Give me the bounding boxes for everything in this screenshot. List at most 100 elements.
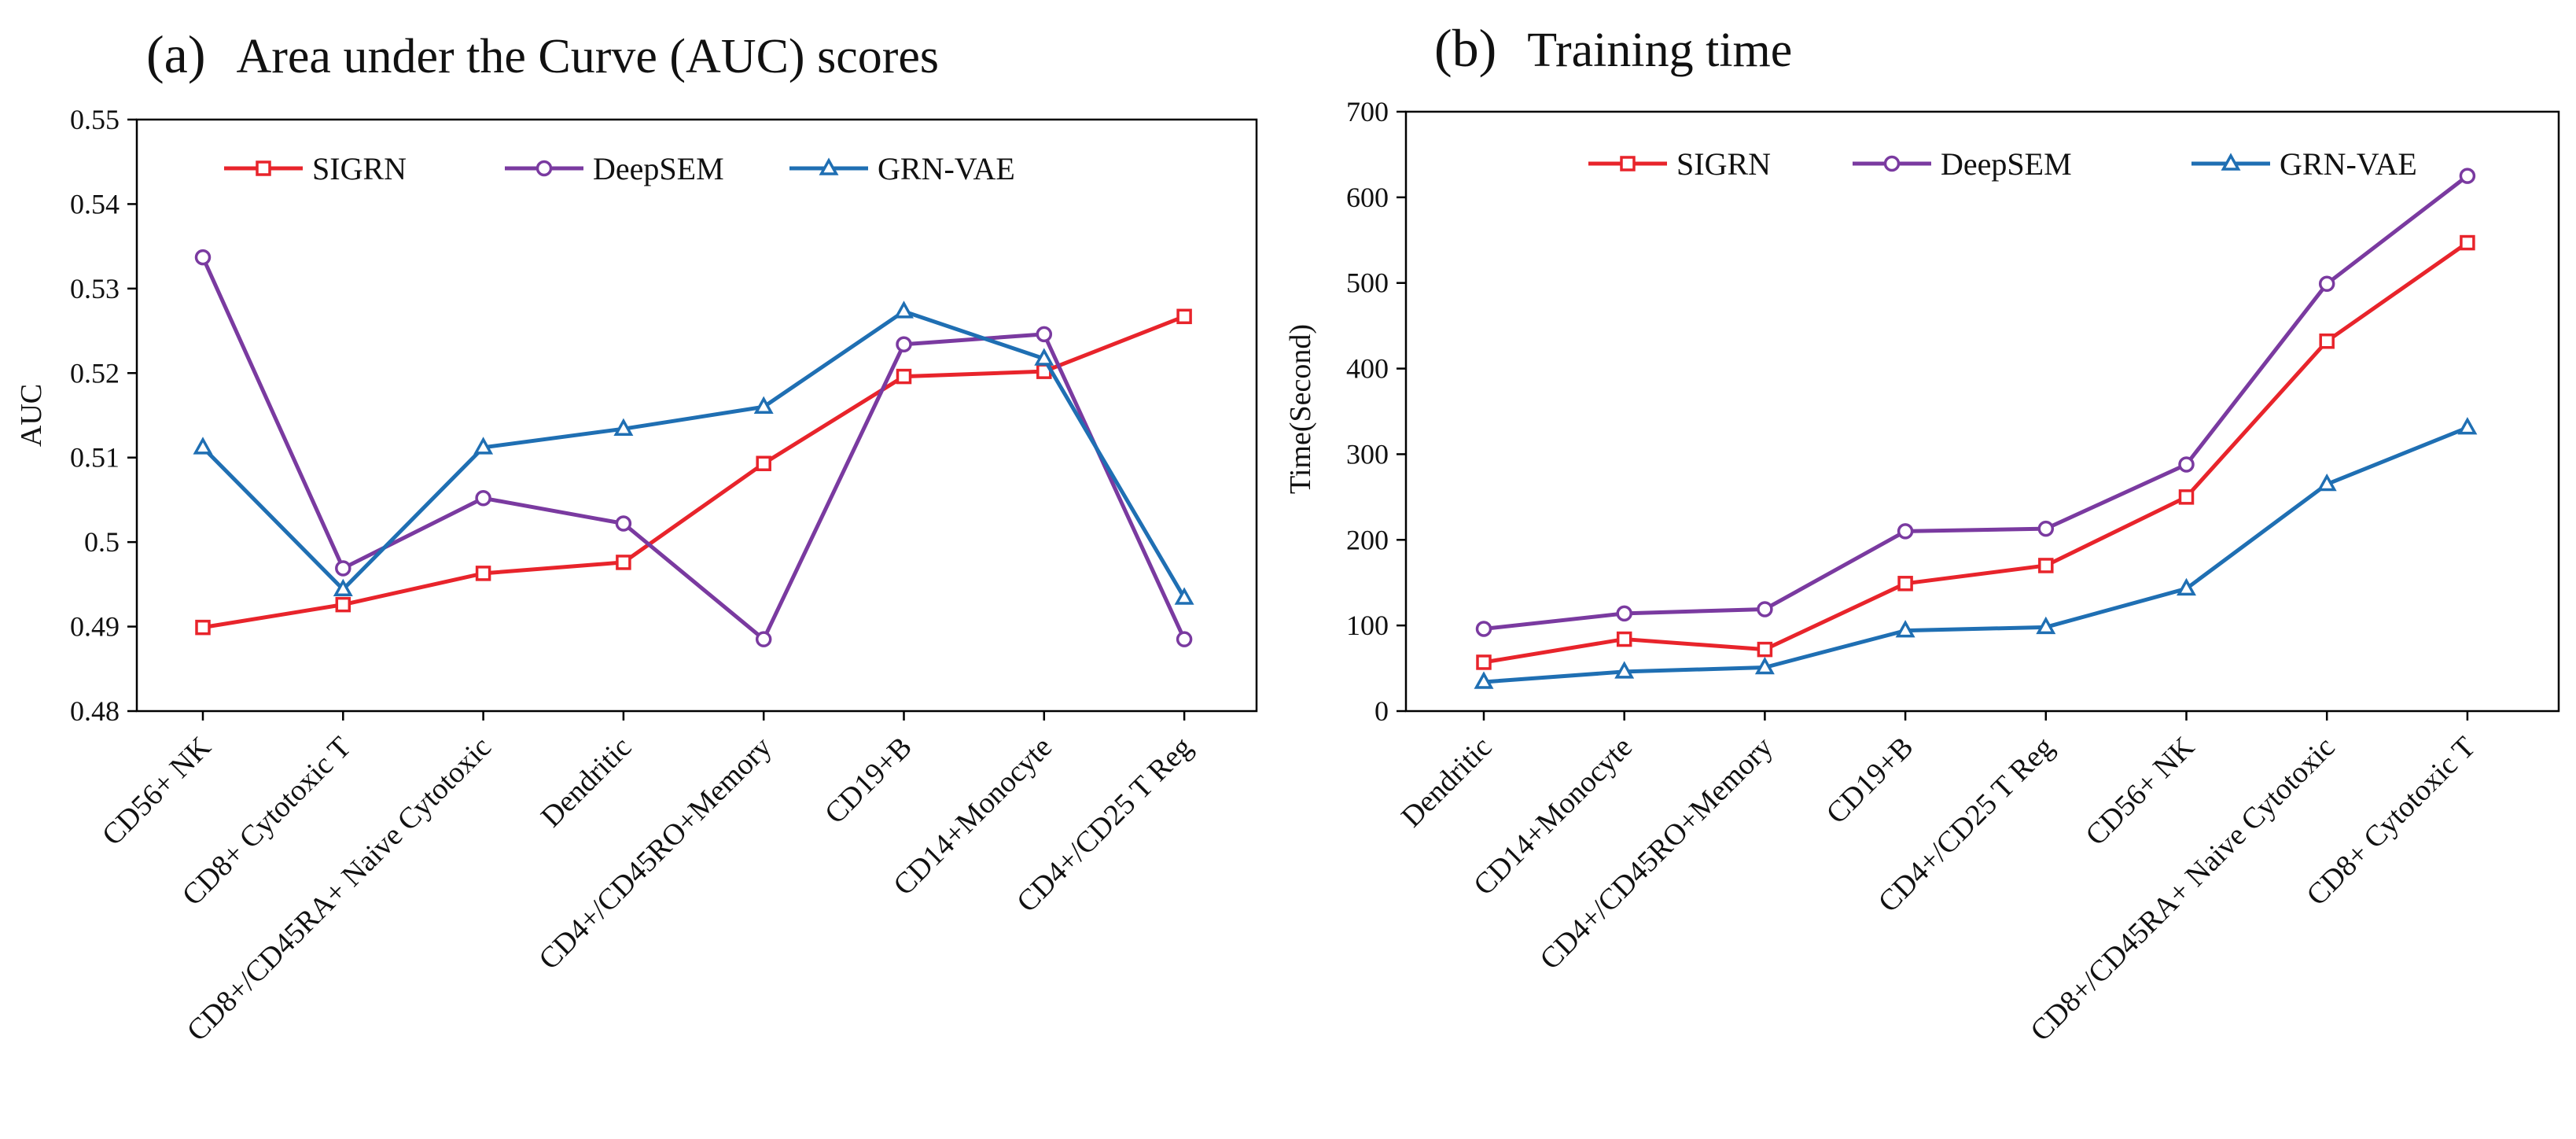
panel-b-point-deepsem-4: [2037, 520, 2055, 537]
panel-a-legend-marker-sigrn: [256, 160, 271, 176]
panel-a-series-grn-vae: [193, 300, 1194, 605]
panel-a-point-grn-vae-6: [1034, 348, 1054, 366]
panel-b-legend-marker-sigrn: [1620, 156, 1636, 171]
panel-b-legend-label-sigrn: SIGRN: [1676, 146, 1771, 182]
panel-b-y-tick-label: 0: [1374, 695, 1389, 727]
panel-b-series-deepsem: [1475, 168, 2476, 637]
panel-b-series-sigrn: [1476, 234, 2475, 670]
panel-b-x-tick-label-cd8-cd45ra-naive-cytotoxic: CD8+/CD45RA+ Naive Cytotoxic: [2024, 731, 2341, 1048]
panel-b-legend-item-sigrn: SIGRN: [1588, 146, 1771, 182]
panel-a-plot-frame: [135, 118, 1258, 713]
panel-a-title-text: Area under the Curve (AUC) scores: [236, 30, 939, 83]
panel-b-point-deepsem-7: [2459, 168, 2476, 184]
panel-a-point-grn-vae-5: [894, 300, 914, 319]
panel-b-x-tick-label-dendritic: Dendritic: [1395, 731, 1498, 834]
panel-a-y-ticks: 0.48 0.49 0.5 0.51 0.52 0.53 0.54 0.55: [70, 104, 137, 727]
panel-a-y-tick-label: 0.53: [70, 273, 120, 304]
panel-a-legend-marker-deepsem: [535, 160, 553, 177]
panel-b-series: [1474, 168, 2478, 689]
panel-b-point-sigrn-3: [1897, 576, 1913, 592]
panel-a-y-tick-label: 0.51: [70, 442, 120, 474]
panel-b-y-axis-label: Time(Second): [1284, 324, 1317, 494]
panel-b-plot-frame: [1404, 110, 2560, 713]
panel-a-point-sigrn-5: [896, 368, 912, 385]
panel-b-line-sigrn: [1483, 241, 2469, 665]
panel-a-line-sigrn: [202, 314, 1186, 630]
panel-a-y-tick-label: 0.54: [70, 188, 120, 219]
panel-a-y-tick-label: 0.49: [70, 611, 120, 643]
panel-a-point-grn-vae-0: [193, 437, 213, 455]
panel-a-y-tick-label: 0.52: [70, 357, 120, 389]
panel-a-legend-item-deepsem: DeepSEM: [505, 151, 724, 186]
panel-b-training-time-chart: (b) Training time Time(Second) 0 100 200 30…: [1284, 18, 2560, 1048]
panel-a-legend-item-grn-vae: GRN-VAE: [789, 151, 1015, 186]
panel-b-point-deepsem-1: [1616, 605, 1632, 622]
panel-a-legend-marker-grn-vae: [819, 157, 839, 175]
panel-b-legend-label-grn-vae: GRN-VAE: [2280, 146, 2417, 182]
panel-b-legend: SIGRN DeepSEM GRN-VAE: [1588, 146, 2417, 182]
panel-b-point-grn-vae-7: [2457, 417, 2478, 435]
panel-b-line-grn-vae: [1483, 426, 2468, 684]
panel-a-point-deepsem-5: [896, 336, 912, 353]
panel-b-legend-marker-deepsem: [1883, 155, 1901, 172]
panel-a-point-grn-vae-4: [753, 396, 774, 415]
panel-b-point-grn-vae-0: [1474, 671, 1494, 689]
panel-a-x-tick-label-cd4-cd45ro-memory: CD4+/CD45RO+Memory: [532, 731, 778, 976]
panel-b-legend-label-deepsem: DeepSEM: [1941, 146, 2072, 182]
panel-b-point-deepsem-2: [1757, 601, 1773, 617]
panel-b-point-grn-vae-4: [2036, 616, 2056, 635]
panel-a-y-tick-label: 0.48: [70, 695, 120, 727]
panel-b-y-tick-label: 100: [1346, 610, 1389, 641]
panel-a-point-deepsem-1: [335, 560, 351, 577]
panel-a-point-grn-vae-7: [1174, 587, 1194, 605]
panel-a-point-grn-vae-2: [473, 437, 494, 455]
panel-b-series-grn-vae: [1474, 417, 2478, 689]
panel-b-line-deepsem: [1483, 174, 2469, 631]
panel-b-point-sigrn-1: [1616, 631, 1632, 647]
panel-b-legend-item-deepsem: DeepSEM: [1853, 146, 2072, 182]
panel-a-point-deepsem-3: [615, 515, 632, 532]
panel-b-x-tick-label-cd4-cd45ro-memory: CD4+/CD45RO+Memory: [1533, 731, 1779, 976]
panel-b-label: (b): [1434, 18, 1496, 78]
panel-a-y-tick-label: 0.5: [84, 526, 120, 558]
panel-a-point-deepsem-7: [1176, 631, 1193, 647]
panel-b-point-grn-vae-3: [1895, 620, 1915, 638]
panel-b-x-tick-label-cd56-nk: CD56+ NK: [2079, 730, 2201, 852]
panel-a-point-sigrn-3: [616, 555, 631, 570]
panel-b-point-grn-vae-1: [1614, 661, 1635, 679]
panel-b-x-tick-label-cd19-b: CD19+B: [1820, 731, 1919, 831]
panel-a-legend-label-sigrn: SIGRN: [312, 151, 407, 186]
panel-a-series: [193, 249, 1194, 647]
panel-b-point-sigrn-0: [1476, 654, 1492, 670]
panel-b-point-sigrn-7: [2460, 234, 2475, 251]
panel-a-point-sigrn-7: [1176, 308, 1192, 325]
panel-a-point-sigrn-0: [195, 619, 211, 636]
panel-a-point-deepsem-4: [755, 631, 772, 647]
panel-b-y-tick-label: 400: [1346, 353, 1389, 385]
panel-a-y-axis-label: AUC: [15, 384, 48, 447]
panel-a-legend-label-deepsem: DeepSEM: [593, 151, 724, 186]
panel-b-x-ticks: DendriticCD14+MonocyteCD4+/CD45RO+Memory…: [1395, 711, 2482, 1048]
panel-b-point-deepsem-6: [2318, 275, 2335, 293]
panel-a-point-grn-vae-1: [333, 578, 353, 597]
panel-a-auc-chart: (a) Area under the Curve (AUC) scores AU…: [15, 24, 1258, 1048]
panel-b-point-sigrn-6: [2319, 333, 2335, 349]
panel-b-y-tick-label: 700: [1346, 96, 1389, 127]
panel-a-x-tick-label-cd19-b: CD19+B: [819, 731, 918, 831]
panel-a-point-sigrn-2: [475, 566, 491, 581]
panel-b-point-deepsem-3: [1897, 523, 1914, 540]
panel-b-y-tick-label: 200: [1346, 524, 1389, 555]
panel-a-point-sigrn-1: [335, 596, 351, 613]
panel-b-legend-marker-grn-vae: [2221, 153, 2241, 171]
panel-a-legend-item-sigrn: SIGRN: [224, 151, 407, 186]
panel-b-legend-item-grn-vae: GRN-VAE: [2191, 146, 2417, 182]
panel-a-point-sigrn-4: [756, 455, 771, 471]
panel-b-y-tick-label: 300: [1346, 438, 1389, 470]
panel-a-title: (a) Area under the Curve (AUC) scores: [146, 24, 939, 84]
panel-b-point-grn-vae-6: [2317, 473, 2337, 492]
panel-b-title: (b) Training time: [1434, 18, 1792, 78]
panel-a-point-deepsem-0: [194, 249, 212, 266]
